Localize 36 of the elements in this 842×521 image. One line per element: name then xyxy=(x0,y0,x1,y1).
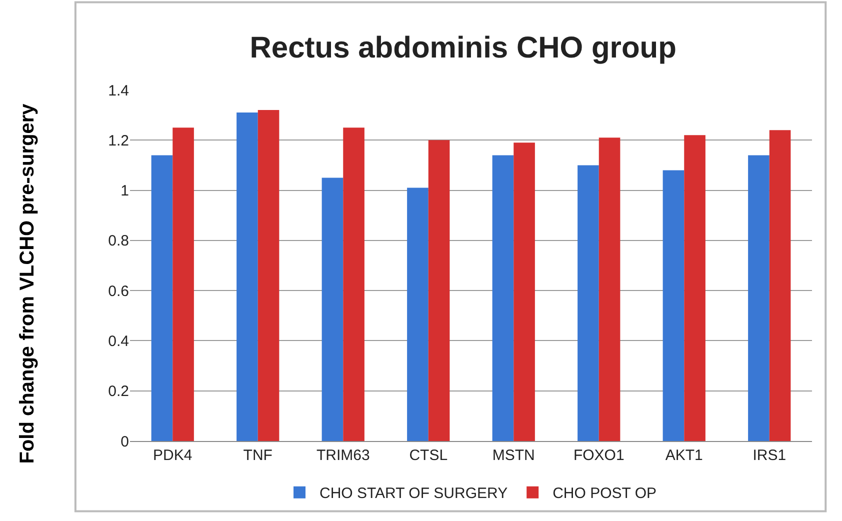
x-tick-label: TRIM63 xyxy=(316,447,370,464)
bar xyxy=(662,170,684,441)
bar xyxy=(492,155,514,441)
y-tick-label: 0.2 xyxy=(108,383,129,400)
x-tick-label: PDK4 xyxy=(153,447,192,464)
y-tick-label: 0 xyxy=(120,433,129,450)
y-tick-label: 0.6 xyxy=(108,282,129,300)
y-tick-label: 1.2 xyxy=(108,132,129,150)
x-tick-label: TNF xyxy=(243,447,272,464)
bar xyxy=(172,128,194,441)
bar xyxy=(598,138,620,441)
bar xyxy=(684,135,706,441)
chart-title: Rectus abdominis CHO group xyxy=(250,31,676,64)
y-axis-title: Fold change from VLCHO pre-surgery xyxy=(16,102,39,464)
bar xyxy=(151,155,173,441)
y-tick-label: 0.8 xyxy=(108,232,129,250)
x-tick-label: CTSL xyxy=(409,447,448,464)
bar xyxy=(407,188,428,441)
y-tick-label: 1 xyxy=(120,182,129,200)
bar xyxy=(748,155,770,441)
bar xyxy=(769,130,791,441)
x-tick-label: IRS1 xyxy=(752,447,786,464)
y-tick-label: 1.4 xyxy=(108,82,129,100)
legend-label: CHO START OF SURGERY xyxy=(320,485,508,502)
bar xyxy=(236,112,258,441)
bar xyxy=(322,178,344,441)
bar xyxy=(578,165,599,441)
y-tick-label: 0.4 xyxy=(108,332,129,350)
x-tick-label: FOXO1 xyxy=(573,447,624,464)
bar xyxy=(428,140,450,441)
bar xyxy=(343,128,364,441)
x-tick-label: MSTN xyxy=(492,447,535,464)
bar xyxy=(514,142,535,441)
x-tick-label: AKT1 xyxy=(665,447,703,464)
legend-label: CHO POST OP xyxy=(552,485,657,502)
bar xyxy=(258,110,280,441)
